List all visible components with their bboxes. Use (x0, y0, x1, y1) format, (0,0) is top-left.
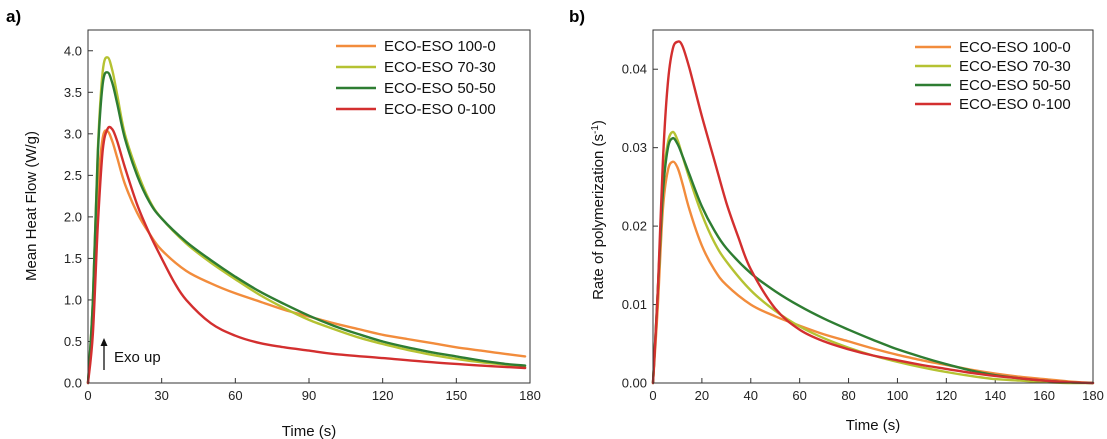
chart-b-series-line-4 (651, 40, 1095, 385)
chart-b-y-tick-label: 0.00 (622, 376, 647, 391)
chart-b-x-tick-label: 40 (744, 388, 758, 403)
chart-b-legend-label: ECO-ESO 70-30 (959, 58, 1071, 75)
chart-b-y-tick-label: 0.03 (622, 140, 647, 155)
chart-a-x-tick-label: 180 (519, 388, 541, 403)
chart-b-y-tick-label: 0.04 (622, 62, 647, 77)
chart-a-ticks: 0 30 60 90 120 150 180 0.0 0.5 1.0 1.5 2.0 2.5 3.0 3.5… (64, 43, 541, 403)
chart-a-y-tick-label: 0.5 (64, 334, 82, 349)
chart-a-y-tick-label: 1.5 (64, 251, 82, 266)
chart-b-y-tick-label: 0.02 (622, 219, 647, 234)
chart-a-plot-frame (87, 29, 531, 384)
chart-a: a) 0 30 60 90 120 150 180 0.0 0.5 1.0 1.5 2.0 2.5 3.0… (6, 7, 541, 439)
chart-b-x-tick-label: 120 (935, 388, 957, 403)
chart-b-plot-frame (652, 29, 1094, 384)
chart-a-x-axis-label: Time (s) (282, 423, 336, 439)
chart-a-legend: ECO-ESO 100-0 ECO-ESO 70-30 ECO-ESO 50-50 E… (336, 38, 496, 118)
chart-b-series-line-2 (651, 130, 1095, 385)
chart-b-x-tick-label: 0 (649, 388, 656, 403)
chart-b-ticks: 0 20 40 60 80 100 120 140 160 180 0.00 0.01 0.02 0.03… (622, 62, 1104, 403)
chart-b-x-tick-label: 20 (695, 388, 709, 403)
chart-a-series-line-1 (86, 129, 527, 385)
chart-a-x-tick-label: 30 (154, 388, 168, 403)
chart-a-x-tick-label: 0 (84, 388, 91, 403)
chart-a-legend-label: ECO-ESO 50-50 (384, 80, 496, 97)
chart-b-series-line-1 (651, 160, 1095, 385)
chart-b-x-tick-label: 160 (1033, 388, 1055, 403)
chart-a-y-tick-label: 4.0 (64, 43, 82, 58)
exo-up-annotation: Exo up (100, 338, 161, 370)
chart-a-legend-label: ECO-ESO 70-30 (384, 59, 496, 76)
chart-a-x-tick-label: 120 (372, 388, 394, 403)
chart-b-x-axis-label: Time (s) (846, 417, 900, 434)
chart-a-y-tick-label: 1.0 (64, 292, 82, 307)
chart-b-series (651, 40, 1095, 385)
chart-b-y-axis-label-main: Rate of polymerization (s (590, 134, 607, 300)
chart-a-y-tick-label: 3.0 (64, 126, 82, 141)
chart-a-x-tick-label: 90 (302, 388, 316, 403)
chart-b-legend-label: ECO-ESO 100-0 (959, 39, 1071, 56)
chart-b-y-axis-label: Rate of polymerization (s-1) (590, 120, 608, 300)
chart-b-legend: ECO-ESO 100-0 ECO-ESO 70-30 ECO-ESO 50-50 E… (915, 39, 1071, 113)
chart-a-x-tick-label: 150 (445, 388, 467, 403)
panel-label-a: a) (6, 7, 21, 26)
panel-label-b: b) (569, 7, 585, 26)
chart-a-series (86, 56, 527, 385)
chart-a-legend-label: ECO-ESO 100-0 (384, 38, 496, 55)
chart-b-x-tick-label: 100 (887, 388, 909, 403)
chart-b-x-tick-label: 80 (841, 388, 855, 403)
chart-b-legend-label: ECO-ESO 0-100 (959, 96, 1071, 113)
chart-a-series-line-3 (86, 71, 527, 385)
chart-a-y-tick-label: 2.0 (64, 209, 82, 224)
chart-a-series-line-2 (86, 56, 527, 385)
chart-a-y-tick-label: 0.0 (64, 376, 82, 391)
chart-b-y-tick-label: 0.01 (622, 297, 647, 312)
chart-a-legend-label: ECO-ESO 0-100 (384, 101, 496, 118)
chart-a-x-tick-label: 60 (228, 388, 242, 403)
chart-b-x-tick-label: 60 (792, 388, 806, 403)
chart-b-legend-label: ECO-ESO 50-50 (959, 77, 1071, 94)
exo-up-arrowhead-icon (100, 338, 108, 346)
exo-up-label: Exo up (114, 349, 161, 366)
chart-a-y-axis-label: Mean Heat Flow (W/g) (23, 131, 40, 281)
chart-a-y-tick-label: 3.5 (64, 85, 82, 100)
chart-a-y-tick-label: 2.5 (64, 168, 82, 183)
chart-b-x-tick-label: 140 (984, 388, 1006, 403)
chart-b-y-axis-label-tail: ) (590, 120, 607, 125)
chart-b: b) 0 20 40 60 80 100 120 140 160 1800.000.010.020… (569, 7, 1104, 434)
chart-a-series-line-4 (86, 125, 527, 385)
chart-b-x-tick-label: 180 (1082, 388, 1104, 403)
chart-b-y-axis-label-sup: -1 (590, 125, 601, 134)
